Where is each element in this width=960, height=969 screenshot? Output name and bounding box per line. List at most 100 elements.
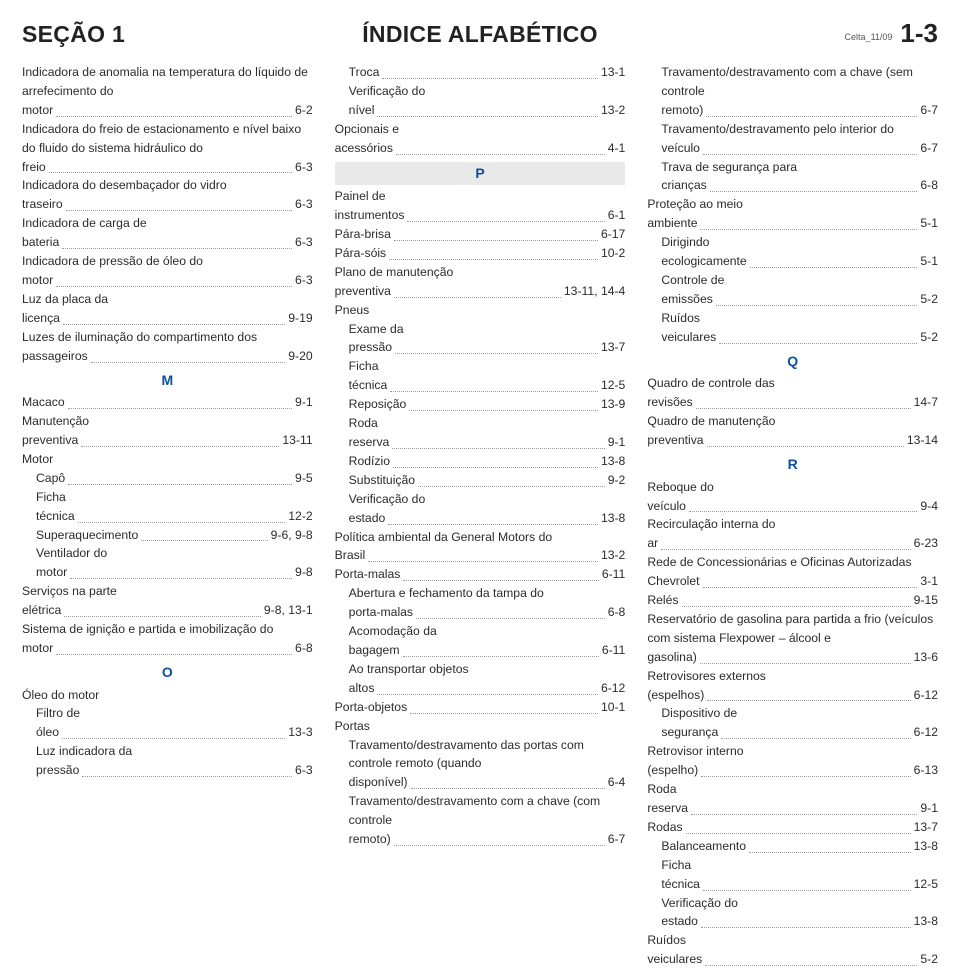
index-entry: Reboque doveículo9-4 (647, 478, 938, 516)
leader-dots (68, 484, 292, 485)
page-title: ÍNDICE ALFABÉTICO (322, 21, 638, 48)
leader-dots (56, 286, 292, 287)
leader-dots (141, 540, 267, 541)
index-label: (espelho) (647, 761, 698, 780)
index-page-ref: 6-17 (601, 225, 625, 244)
leader-dots (403, 580, 598, 581)
leader-dots (389, 259, 598, 260)
leader-dots (418, 486, 605, 487)
index-label: Rodízio (349, 452, 390, 471)
index-page-ref: 6-3 (295, 233, 313, 252)
section-letter: O (22, 662, 313, 684)
index-page-ref: 13-11, 14-4 (564, 282, 625, 301)
page-header: SEÇÃO 1 ÍNDICE ALFABÉTICO Celta_11/09 1-… (22, 18, 938, 49)
index-label: ecologicamente (661, 252, 746, 271)
index-page-ref: 6-11 (602, 641, 626, 660)
leader-dots (410, 713, 598, 714)
index-entry: Dirigindoecologicamente5-1 (647, 233, 938, 271)
index-label: gasolina) (647, 648, 696, 667)
index-label: motor (36, 563, 67, 582)
index-entry: Fichatécnica12-5 (647, 856, 938, 894)
index-entry: Luz da placa dalicença9-19 (22, 290, 313, 328)
index-page-ref: 6-12 (601, 679, 625, 698)
leader-dots (700, 229, 917, 230)
index-page-ref: 3-1 (920, 572, 938, 591)
index-entry: Acomodação dabagagem6-11 (335, 622, 626, 660)
leader-dots (682, 606, 911, 607)
index-entry: Pára-brisa6-17 (335, 225, 626, 244)
leader-dots (407, 221, 604, 222)
index-heading: Portas (335, 717, 626, 736)
index-entry: Ventilador domotor9-8 (22, 544, 313, 582)
index-entry: Fichatécnica12-5 (335, 357, 626, 395)
index-entry: Ao transportar objetosaltos6-12 (335, 660, 626, 698)
index-label: preventiva (647, 431, 703, 450)
index-entry: Travamento/destravamento das portas com … (335, 736, 626, 793)
leader-dots (81, 446, 279, 447)
index-label: Chevrolet (647, 572, 699, 591)
leader-dots (393, 467, 598, 468)
index-label: motor (22, 101, 53, 120)
index-entry: Travamento/destravamento com a chave (co… (335, 792, 626, 849)
leader-dots (382, 78, 598, 79)
index-page-ref: 6-7 (920, 101, 938, 120)
index-label: nível (349, 101, 375, 120)
index-entry: Rodas13-7 (647, 818, 938, 837)
index-page-ref: 13-11 (282, 431, 312, 450)
leader-dots (396, 154, 605, 155)
index-label: preventiva (22, 431, 78, 450)
index-label: motor (22, 639, 53, 658)
index-entry: Trava de segurança paracrianças6-8 (647, 158, 938, 196)
index-page-ref: 6-8 (295, 639, 313, 658)
index-label: Macaco (22, 393, 65, 412)
index-page-ref: 13-8 (601, 452, 625, 471)
column-1: Indicadora de anomalia na temperatura do… (22, 63, 313, 969)
index-label: disponível) (349, 773, 408, 792)
index-entry: Porta-malas6-11 (335, 565, 626, 584)
index-label: veiculares (647, 950, 702, 969)
index-label: Porta-malas (335, 565, 401, 584)
index-entry: Indicadora de anomalia na temperatura do… (22, 63, 313, 120)
leader-dots (368, 561, 598, 562)
leader-dots (403, 656, 599, 657)
index-heading: Motor (22, 450, 313, 469)
index-entry: Verificação doestado13-8 (647, 894, 938, 932)
index-entry: Recirculação interna doar6-23 (647, 515, 938, 553)
index-label: veículo (647, 497, 686, 516)
leader-dots (701, 776, 910, 777)
index-entry: Porta-objetos10-1 (335, 698, 626, 717)
index-entry: Verificação donível13-2 (335, 82, 626, 120)
index-page-ref: 9-6, 9-8 (271, 526, 313, 545)
index-columns: Indicadora de anomalia na temperatura do… (22, 63, 938, 969)
index-entry: Verificação doestado13-8 (335, 490, 626, 528)
index-entry: Abertura e fechamento da tampa doporta-m… (335, 584, 626, 622)
leader-dots (377, 694, 598, 695)
index-entry: Pára-sóis10-2 (335, 244, 626, 263)
leader-dots (707, 700, 910, 701)
leader-dots (66, 210, 292, 211)
index-label: Reposição (349, 395, 407, 414)
index-entry: Rodareserva9-1 (335, 414, 626, 452)
index-page-ref: 9-8 (295, 563, 313, 582)
index-entry: Serviços na parteelétrica9-8, 13-1 (22, 582, 313, 620)
index-page-ref: 6-13 (914, 761, 938, 780)
leader-dots (395, 353, 598, 354)
section-letter: Q (647, 351, 938, 373)
index-label: porta-malas (349, 603, 413, 622)
leader-dots (388, 524, 598, 525)
index-page-ref: 6-3 (295, 761, 313, 780)
leader-dots (91, 362, 286, 363)
index-label: Brasil (335, 546, 365, 565)
leader-dots (409, 410, 598, 411)
index-label: bateria (22, 233, 59, 252)
index-heading: Pneus (335, 301, 626, 320)
index-entry: Filtro deóleo13-3 (22, 704, 313, 742)
leader-dots (394, 297, 561, 298)
index-label: Porta-objetos (335, 698, 408, 717)
manual-index-page: SEÇÃO 1 ÍNDICE ALFABÉTICO Celta_11/09 1-… (0, 0, 960, 726)
index-label: traseiro (22, 195, 63, 214)
index-page-ref: 9-4 (920, 497, 938, 516)
index-label: segurança (661, 723, 718, 742)
index-page-ref: 6-1 (608, 206, 626, 225)
index-entry: Quadro de controle dasrevisões14-7 (647, 374, 938, 412)
